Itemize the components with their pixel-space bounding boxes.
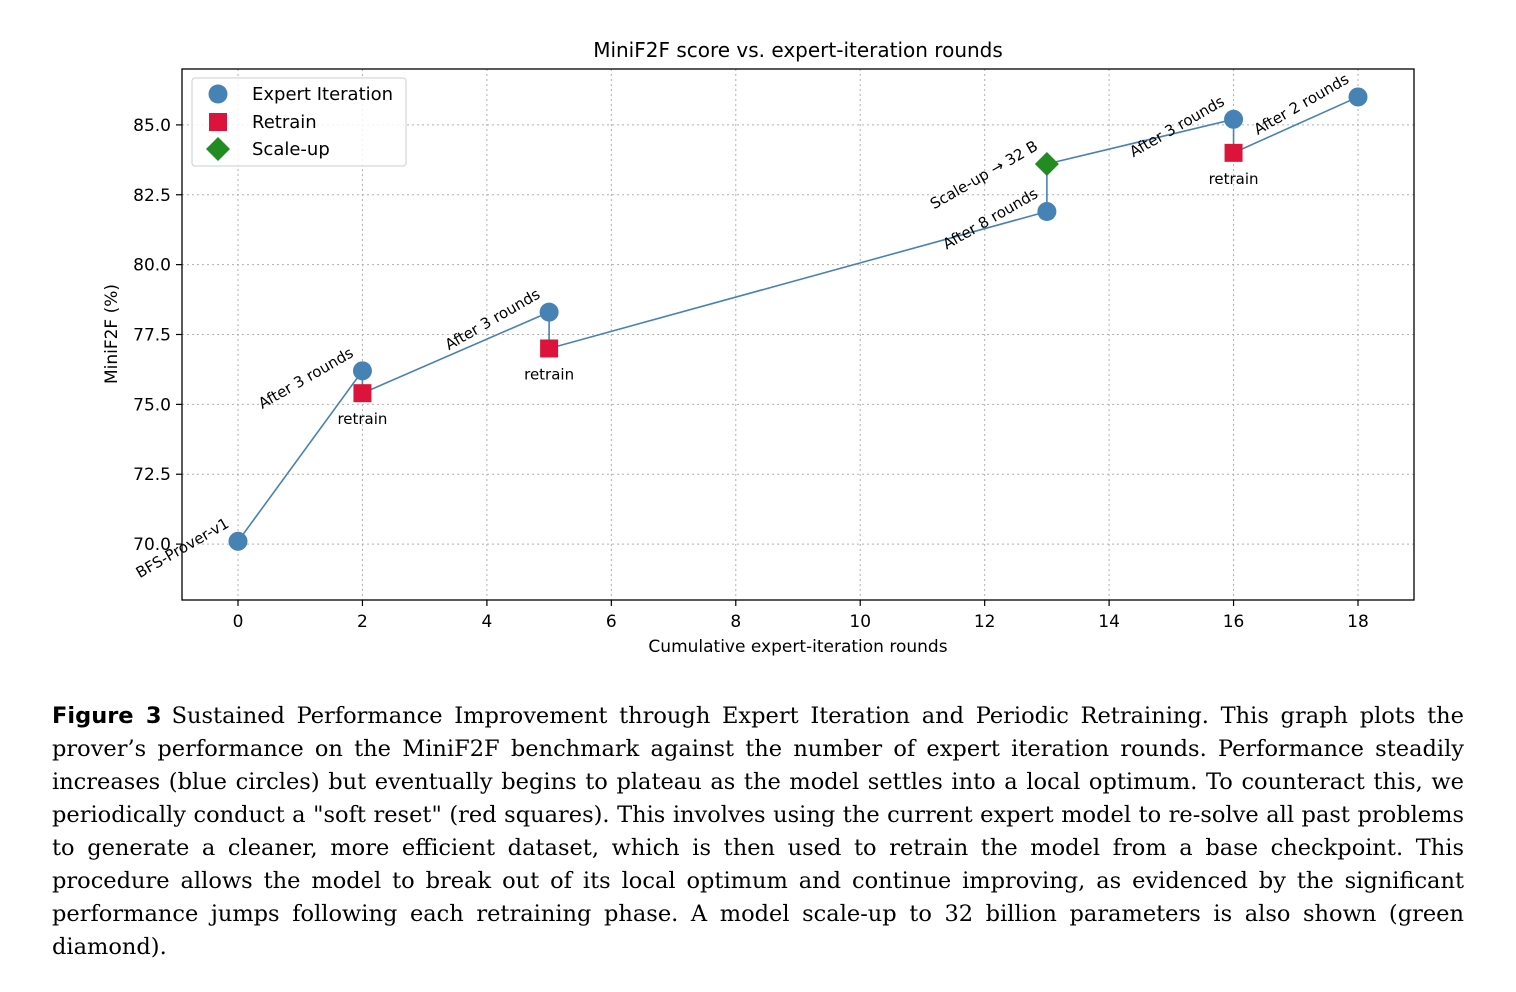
x-tick-label: 14 xyxy=(1098,612,1120,632)
y-tick-label: 72.5 xyxy=(133,465,171,485)
y-tick-label: 82.5 xyxy=(133,186,171,206)
caption-text: Sustained Performance Improvement throug… xyxy=(52,703,1464,960)
x-tick-label: 18 xyxy=(1347,612,1369,632)
x-tick-label: 10 xyxy=(849,612,871,632)
legend-scaleup-marker xyxy=(206,137,230,161)
x-tick-label: 16 xyxy=(1223,612,1245,632)
y-tick-label: 80.0 xyxy=(133,256,171,276)
x-tick-label: 0 xyxy=(233,612,244,632)
x-tick-label: 2 xyxy=(357,612,368,632)
y-tick-label: 70.0 xyxy=(133,535,171,555)
y-tick-label: 85.0 xyxy=(133,116,171,136)
annotation-label: retrain xyxy=(337,410,387,428)
retrain-point xyxy=(540,339,559,358)
expert-iteration-point xyxy=(1348,87,1368,107)
y-axis-label: MiniF2F (%) xyxy=(102,284,122,384)
x-axis-label: Cumulative expert-iteration rounds xyxy=(648,637,947,657)
figure-caption: Figure 3 Sustained Performance Improvemen… xyxy=(52,700,1464,964)
legend-expert-label: Expert Iteration xyxy=(252,84,393,105)
minif2f-chart: MiniF2F score vs. expert-iteration round… xyxy=(102,38,1415,657)
series-line xyxy=(237,96,1359,542)
expert-iteration-point xyxy=(228,531,248,551)
legend-retrain-label: Retrain xyxy=(252,112,317,133)
progress-line xyxy=(237,96,1359,542)
expert-iteration-point xyxy=(352,361,372,381)
y-tick-label: 75.0 xyxy=(133,395,171,415)
legend-scaleup-label: Scale-up xyxy=(252,139,330,160)
chart-title: MiniF2F score vs. expert-iteration round… xyxy=(593,38,1003,62)
annotation-label: After 3 rounds xyxy=(1126,92,1227,161)
retrain-point xyxy=(1224,143,1243,162)
legend-retrain-marker xyxy=(209,113,227,131)
axis-ticks: 0 2 4 6 8 10 12 14 16 18 70.0 72.5 75.0 77.5 80.0 82.5 8… xyxy=(133,116,1369,632)
expert-iteration-point xyxy=(539,302,559,322)
retrain-point xyxy=(353,384,372,403)
legend: Expert Iteration Retrain Scale-up xyxy=(191,77,407,167)
x-tick-label: 6 xyxy=(606,612,617,632)
expert-iteration-point xyxy=(1224,109,1244,129)
annotation-label: retrain xyxy=(524,365,574,383)
x-tick-label: 8 xyxy=(730,612,741,632)
annotation-label: After 3 rounds xyxy=(255,344,356,413)
expert-iteration-point xyxy=(1037,202,1057,222)
annotation-label: retrain xyxy=(1209,170,1259,188)
y-tick-label: 77.5 xyxy=(133,326,171,346)
figure-label: Figure 3 xyxy=(52,703,162,729)
plot-frame xyxy=(181,68,1415,601)
markers xyxy=(228,87,1368,551)
scale-up-point xyxy=(1034,152,1059,177)
legend-expert-marker xyxy=(208,84,228,104)
x-tick-label: 4 xyxy=(481,612,492,632)
x-tick-label: 12 xyxy=(974,612,996,632)
annotation-label: After 2 rounds xyxy=(1251,70,1352,139)
legend-box xyxy=(191,77,407,167)
annotation-label: After 3 rounds xyxy=(442,285,543,354)
